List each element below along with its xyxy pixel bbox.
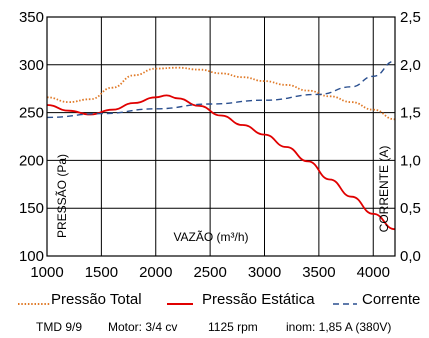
plot-border [46, 16, 396, 257]
y-right-tick-2: 1,0 [400, 152, 421, 169]
y-left-tick-labels: 100 150 200 250 300 350 [19, 9, 44, 265]
x-tick-1: 1500 [85, 264, 118, 281]
x-tick-2: 2000 [139, 264, 172, 281]
y-right-tick-5: 2,5 [400, 9, 421, 26]
series-line-2 [46, 60, 396, 119]
footer-current: inom: 1,85 A (380V) [286, 320, 392, 334]
fan-performance-chart: 1000 1500 2000 2500 3000 3500 4000 100 150 200 25… [19, 9, 421, 281]
y-right-axis-label: CORRENTE (A) [377, 146, 391, 233]
x-tick-labels: 1000 1500 2000 2500 3000 3500 4000 [30, 264, 390, 281]
x-tick-6: 4000 [357, 264, 390, 281]
y-right-tick-3: 1,5 [400, 105, 421, 122]
legend-swatch-dashed [333, 303, 357, 305]
y-right-tick-labels: 0,0 0,5 1,0 1,5 2,0 2,5 [400, 9, 421, 265]
legend-label-corrente: Corrente [362, 291, 421, 308]
y-right-tick-0: 0,0 [400, 248, 421, 265]
y-right-tick-1: 0,5 [400, 200, 421, 217]
y-left-axis-label: PRESSÃO (Pa) [55, 154, 69, 238]
y-left-tick-2: 200 [19, 152, 44, 169]
x-tick-4: 3000 [248, 264, 281, 281]
series-line-0 [46, 66, 396, 121]
x-axis-label: VAZÃO (m³/h) [173, 230, 248, 244]
series-line-1 [46, 94, 396, 231]
y-right-tick-4: 2,0 [400, 57, 421, 74]
chart-legend: Pressão Total Pressão Estática Corrente [0, 291, 429, 315]
y-left-tick-0: 100 [19, 248, 44, 265]
y-left-tick-3: 250 [19, 105, 44, 122]
chart-grid [46, 16, 395, 257]
x-tick-3: 2500 [193, 264, 226, 281]
y-left-tick-4: 300 [19, 57, 44, 74]
footer-motor: Motor: 3/4 cv [108, 320, 178, 334]
plot-frame [46, 16, 396, 257]
legend-swatch-dotted [18, 303, 50, 305]
legend-label-pressao-total: Pressão Total [51, 291, 142, 308]
y-left-tick-1: 150 [19, 200, 44, 217]
footer-model: TMD 9/9 [36, 320, 83, 334]
chart-series [46, 60, 396, 231]
legend-swatch-solid [167, 303, 193, 305]
x-tick-5: 3500 [302, 264, 335, 281]
x-tick-0: 1000 [30, 264, 63, 281]
legend-label-pressao-estatica: Pressão Estática [202, 291, 315, 308]
footer-rpm: 1125 rpm [208, 320, 258, 334]
y-left-tick-5: 350 [19, 9, 44, 26]
